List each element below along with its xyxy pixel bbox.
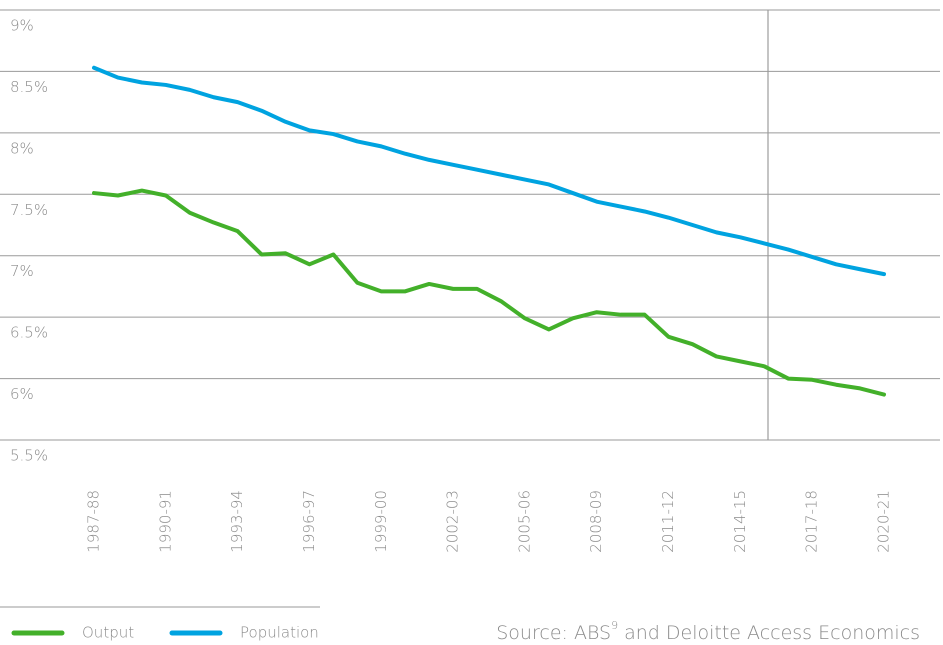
x-tick-label: 1999-00 bbox=[372, 490, 390, 553]
x-tick-label: 1987-88 bbox=[85, 490, 103, 553]
y-tick-label: 7.5% bbox=[10, 201, 48, 219]
source-note: Source: ABS9 and Deloitte Access Economic… bbox=[496, 619, 920, 644]
x-tick-label: 2005-06 bbox=[515, 490, 533, 553]
y-tick-label: 8.5% bbox=[10, 78, 48, 96]
source-superscript: 9 bbox=[611, 619, 618, 632]
y-tick-label: 5.5% bbox=[10, 447, 48, 465]
legend-label: Population bbox=[240, 624, 319, 642]
series-line bbox=[92, 65, 886, 277]
y-tick-label: 7% bbox=[10, 262, 34, 280]
x-tick-label: 1996-97 bbox=[300, 490, 318, 553]
x-tick-label: 1990-91 bbox=[156, 490, 174, 553]
source-text: Source: ABS bbox=[496, 622, 611, 644]
x-tick-label: 2002-03 bbox=[444, 490, 462, 553]
y-tick-label: 8% bbox=[10, 139, 34, 157]
x-tick-label: 2008-09 bbox=[587, 490, 605, 553]
series-line bbox=[92, 188, 886, 397]
y-tick-label: 6% bbox=[10, 385, 34, 403]
legend-label: Output bbox=[82, 624, 134, 642]
x-tick-label: 2017-18 bbox=[803, 490, 821, 553]
y-tick-label: 6.5% bbox=[10, 324, 48, 342]
y-tick-label: 9% bbox=[10, 17, 34, 35]
x-tick-label: 1993-94 bbox=[228, 490, 246, 553]
x-tick-label: 2011-12 bbox=[659, 490, 677, 553]
source-text: and Deloitte Access Economics bbox=[624, 622, 920, 644]
x-tick-label: 2020-21 bbox=[875, 490, 893, 553]
x-tick-label: 2014-15 bbox=[731, 490, 749, 553]
